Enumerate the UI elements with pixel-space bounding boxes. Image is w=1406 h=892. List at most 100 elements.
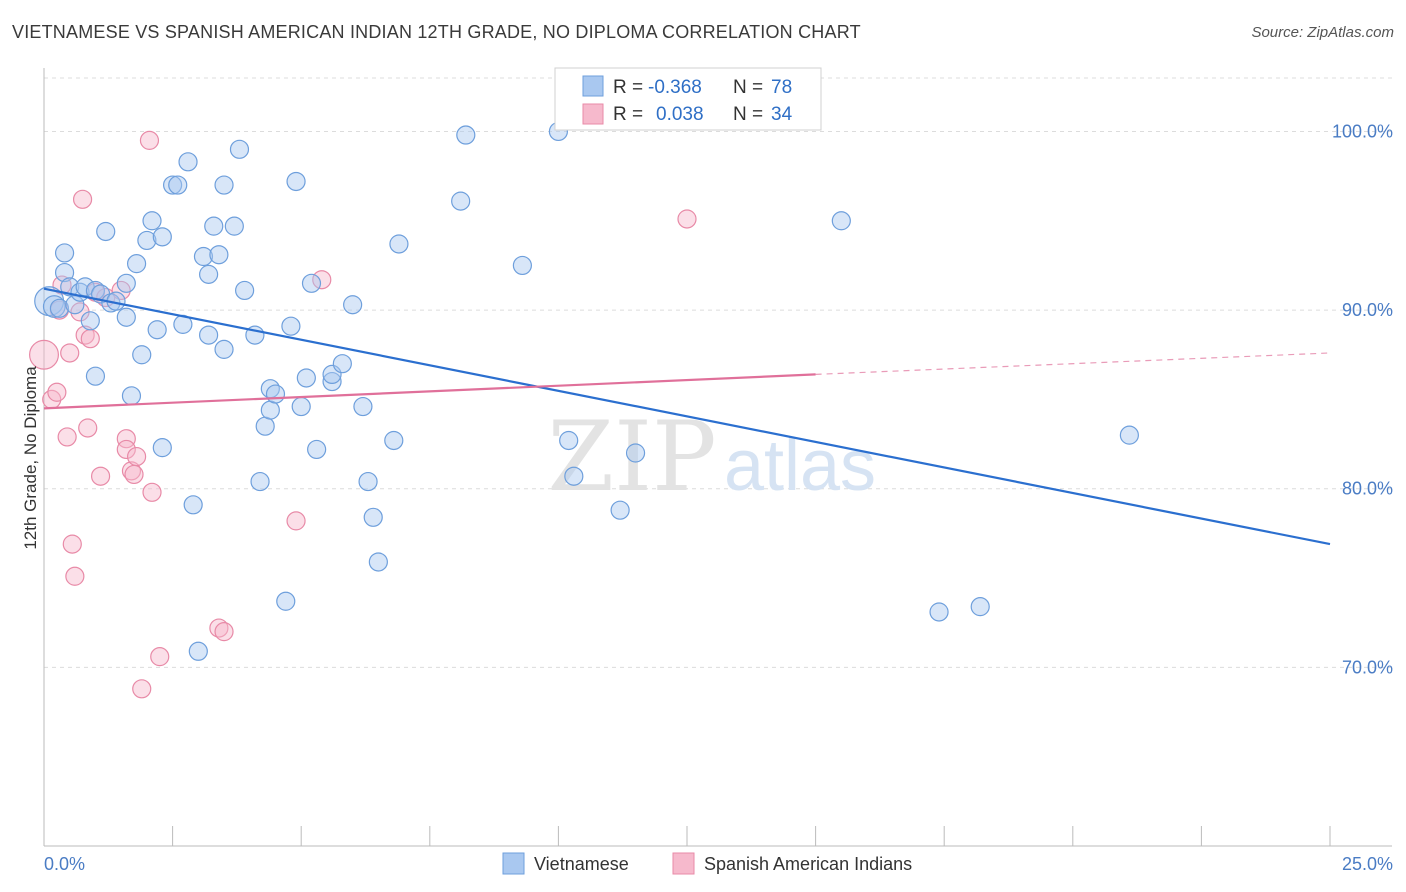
watermark-zip: ZIP	[547, 401, 716, 513]
y-tick-label: 80.0%	[1342, 479, 1393, 499]
legend-box: R = -0.368 N = 78 R = 0.038 N = 34	[554, 67, 822, 131]
spanish-point	[116, 429, 136, 449]
spanish-point	[132, 679, 152, 699]
bottom-legend-swatch-spanish	[672, 852, 695, 875]
trend-lines	[43, 287, 1331, 546]
vietnamese-point	[116, 307, 136, 327]
spanish-point	[72, 189, 93, 209]
vietnamese-point	[363, 507, 383, 527]
y-tick-label: 70.0%	[1342, 657, 1393, 677]
legend-n-value-2: 34	[771, 104, 793, 125]
vietnamese-point	[85, 366, 106, 386]
vietnamese-point	[456, 125, 476, 145]
vietnamese-point	[301, 273, 322, 293]
vietnamese-point	[276, 591, 296, 611]
vietnamese-point	[512, 255, 532, 276]
vietnamese-point	[60, 277, 80, 297]
spanish-point	[124, 464, 144, 485]
spanish-point	[62, 534, 82, 554]
vietnamese-point	[188, 641, 208, 661]
vietnamese-point	[353, 396, 373, 417]
spanish-point	[142, 482, 162, 502]
vietnamese-point	[255, 416, 275, 436]
vietnamese-point	[152, 438, 172, 458]
vietnamese-point	[214, 175, 234, 195]
spanish-point	[214, 622, 234, 642]
vietnamese-point	[137, 230, 157, 251]
legend-n-value-1: 78	[771, 77, 792, 98]
y-tick-labels: 70.0% 80.0% 90.0% 100.0%	[1332, 121, 1393, 677]
legend-r-label-2: R =	[613, 104, 643, 125]
spanish-point	[126, 446, 147, 467]
spanish-point	[65, 566, 85, 586]
vietnamese-point	[384, 430, 404, 451]
vietnamese-point	[970, 597, 990, 617]
vietnamese-point	[307, 439, 327, 460]
vietnamese-point	[224, 216, 244, 236]
spanish-point	[80, 329, 100, 349]
x-tick-label: 0.0%	[44, 854, 85, 874]
vietnamese-point	[214, 339, 234, 359]
spanish-point	[312, 270, 332, 290]
spanish-point	[286, 511, 306, 531]
vietnamese-point	[322, 371, 342, 392]
spanish-point	[47, 382, 67, 402]
vietnamese-point	[610, 500, 630, 520]
vietnamese-point	[559, 430, 579, 451]
vietnamese-point	[260, 400, 280, 420]
vietnamese-point	[142, 211, 162, 231]
legend-n-label-2: N =	[733, 104, 763, 125]
vietnamese-point	[132, 345, 152, 365]
vietnamese-point	[121, 386, 142, 406]
legend-swatch-vietnamese	[582, 75, 604, 97]
legend-r-value-2: 0.038	[656, 104, 704, 125]
trend-line-spanish-extension	[815, 352, 1331, 375]
vietnamese-point	[451, 191, 471, 211]
vietnamese-point	[265, 384, 286, 404]
vietnamese-point	[126, 254, 147, 274]
axes	[43, 68, 1392, 847]
vietnamese-point	[343, 295, 363, 315]
spanish-point	[139, 130, 160, 150]
x-tick-labels: 0.0% 25.0%	[44, 854, 1393, 874]
vietnamese-point	[929, 602, 949, 622]
vietnamese-point	[831, 211, 851, 231]
vietnamese-point	[199, 325, 219, 345]
vietnamese-point	[147, 320, 167, 340]
series-vietnamese	[34, 121, 1139, 661]
spanish-point	[150, 647, 170, 667]
vietnamese-point	[332, 354, 352, 374]
legend-r-label-1: R =	[613, 77, 643, 98]
vietnamese-point	[152, 227, 172, 247]
vietnamese-point	[291, 396, 311, 417]
y-axis-label: 12th Grade, No Diploma	[21, 366, 40, 550]
spanish-point	[60, 343, 80, 363]
vietnamese-point	[281, 316, 301, 336]
vietnamese-point	[204, 216, 224, 236]
legend-swatch-spanish	[582, 103, 604, 125]
bottom-legend-vietnamese: Vietnamese	[534, 854, 629, 874]
vietnamese-point	[54, 243, 75, 263]
vietnamese-point	[168, 175, 188, 195]
series-spanish-american-indians	[29, 130, 697, 699]
x-tick-label: 25.0%	[1342, 854, 1393, 874]
spanish-point	[90, 466, 111, 486]
trend-line-vietnamese	[43, 287, 1331, 546]
chart-title: VIETNAMESE VS SPANISH AMERICAN INDIAN 12…	[12, 22, 861, 42]
vietnamese-point	[80, 311, 100, 331]
spanish-point	[121, 461, 142, 481]
vietnamese-point	[178, 152, 198, 172]
spanish-point	[57, 427, 77, 447]
vietnamese-point	[296, 368, 316, 388]
y-tick-label: 90.0%	[1342, 300, 1393, 320]
vietnamese-point	[564, 466, 584, 486]
bottom-legend-spanish: Spanish American Indians	[704, 854, 912, 874]
spanish-point	[75, 325, 95, 345]
vietnamese-point	[116, 273, 136, 293]
vietnamese-point	[96, 221, 116, 242]
trend-line-spanish	[43, 373, 816, 410]
vietnamese-point	[163, 175, 183, 195]
vietnamese-point	[193, 246, 214, 267]
y-tick-label: 100.0%	[1332, 121, 1393, 141]
vietnamese-point	[368, 552, 388, 572]
